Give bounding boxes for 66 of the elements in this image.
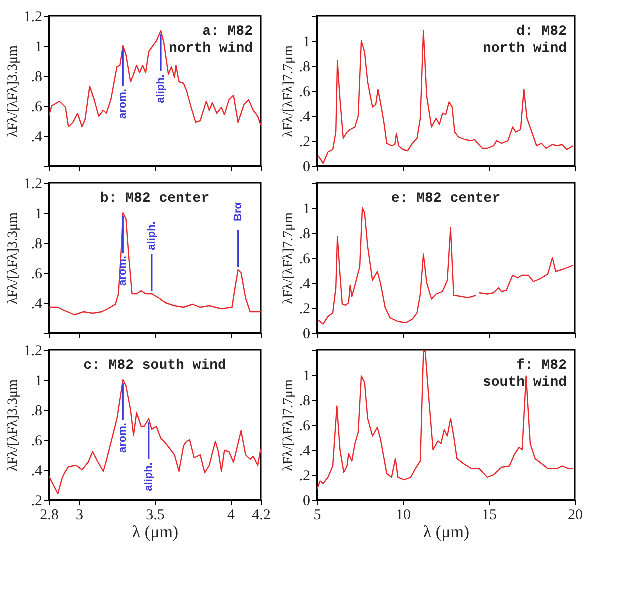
y-axis-title: λFλ/[λFλ]7.7μm <box>281 45 296 138</box>
y-tick-label: .8 <box>299 394 310 410</box>
y-tick-label: .6 <box>31 266 43 282</box>
y-axis-title: λFλ/[λFλ]7.7μm <box>281 212 296 304</box>
x-tick-label: 20 <box>568 508 583 524</box>
y-tick-label: .4 <box>31 130 43 146</box>
line-series <box>317 350 574 491</box>
y-tick-label: .2 <box>31 494 42 510</box>
y-tick-label: .4 <box>299 444 311 460</box>
x-tick-label: 3 <box>76 508 84 524</box>
text: e: M82 center <box>391 191 501 207</box>
annotation: Brα <box>232 202 244 222</box>
line-series <box>49 379 261 495</box>
y-tick-label: .6 <box>31 434 43 450</box>
x-tick-label: 15 <box>482 508 497 524</box>
y-tick-label: 1 <box>35 40 42 56</box>
x-tick-label: 5 <box>314 508 322 524</box>
y-tick-label: 1.2 <box>24 176 42 192</box>
annotation: arom. <box>117 89 130 119</box>
y-axis-title: λFλ/[λFλ]7.7μm <box>281 379 296 472</box>
y-tick-label: .8 <box>299 60 310 76</box>
y-tick-label: .6 <box>299 418 311 434</box>
x-tick-label: 3.5 <box>146 508 165 524</box>
x-tick-label: 10 <box>396 508 411 524</box>
y-tick-label: .2 <box>299 302 310 318</box>
y-tick-label: 0 <box>303 160 310 176</box>
y-tick-label: .4 <box>299 110 311 126</box>
y-tick-label: .4 <box>31 464 43 480</box>
y-tick-label: .8 <box>31 236 42 252</box>
text: b: M82 center <box>100 191 210 207</box>
text: f: M82 south wind <box>482 358 567 391</box>
y-tick-label: 0 <box>303 494 310 510</box>
y-tick-label: 1 <box>303 202 310 218</box>
y-tick-label: 1 <box>35 206 42 222</box>
x-axis-title: λ (μm) <box>423 522 470 542</box>
x-tick-label: 4.2 <box>252 508 271 524</box>
y-tick-label: 1 <box>303 368 310 384</box>
y-tick-label: .6 <box>299 84 311 100</box>
y-tick-label: 1.2 <box>24 10 42 26</box>
annotation: arom. <box>117 423 130 453</box>
annotation: arom. <box>117 256 130 286</box>
annotation: aliph. <box>146 222 158 250</box>
y-axis-title: λFλ/[λFλ]3.3μm <box>6 212 21 304</box>
y-tick-label: .2 <box>299 134 310 150</box>
y-tick-label: .2 <box>299 468 310 484</box>
x-tick-label: 4 <box>227 508 236 524</box>
annotation: aliph. <box>142 462 155 492</box>
y-tick-label: .8 <box>299 226 310 242</box>
text: c: M82 south wind <box>84 358 226 374</box>
y-tick-label: .6 <box>299 252 311 268</box>
y-axis-title: λFλ/[λFλ]3.3μm <box>6 379 21 472</box>
annotation: aliph. <box>155 74 168 104</box>
y-tick-label: 1 <box>303 34 310 50</box>
text: a: M82 north wind <box>168 24 253 57</box>
y-axis-title: λFλ/[λFλ]3.3μm <box>6 45 21 138</box>
y-tick-label: 1 <box>35 374 42 390</box>
x-tick-label: 2.8 <box>40 508 59 524</box>
y-tick-label: .4 <box>299 276 311 292</box>
y-tick-label: .4 <box>31 296 43 312</box>
y-tick-label: 1.2 <box>24 344 42 360</box>
y-tick-label: .6 <box>31 100 43 116</box>
x-axis-title: λ (μm) <box>132 522 179 542</box>
y-tick-label: .8 <box>31 70 42 86</box>
y-tick-label: .8 <box>31 404 42 420</box>
text: d: M82 north wind <box>482 24 567 57</box>
y-tick-label: 0 <box>303 326 310 342</box>
